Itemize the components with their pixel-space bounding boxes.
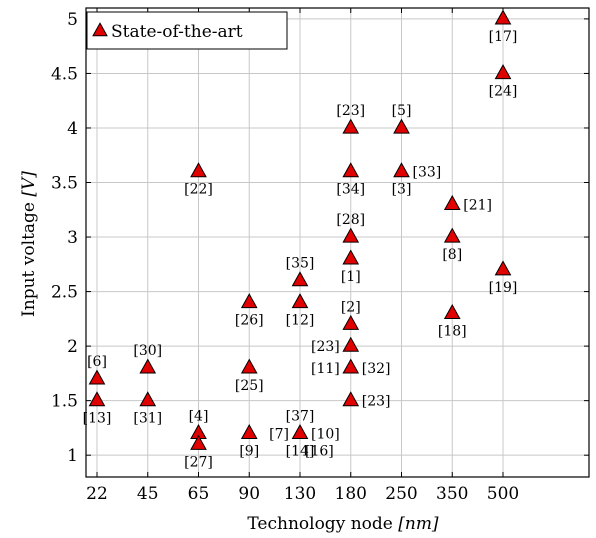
reference-label: [17] (489, 29, 518, 45)
data-point (291, 423, 309, 440)
x-tick-labels: 22 45 65 90 130 180 250 350 500 (86, 484, 519, 504)
reference-label: [21] (463, 197, 492, 213)
legend-label: State-of-the-art (111, 22, 243, 42)
data-point (190, 434, 207, 450)
reference-label: [11] (311, 361, 340, 377)
reference-label: [23] (311, 339, 340, 355)
reference-label: [3] (392, 182, 412, 198)
data-point (494, 9, 512, 25)
grid (86, 8, 589, 477)
data-point (393, 162, 410, 178)
reference-label: [31] (133, 411, 162, 427)
reference-label: [1] (341, 269, 361, 285)
reference-label: [35] (286, 256, 315, 272)
x-tick-label: 90 (238, 484, 260, 504)
reference-label: [28] (336, 212, 365, 228)
y-tick-label: 5 (67, 10, 78, 30)
reference-label: [10] (311, 426, 340, 442)
data-point (342, 227, 360, 243)
reference-labels: [6] [13] [30] [31] [22] [4] [27] [26] [25] [9] [35… (83, 29, 518, 470)
y-tick-label: 3 (67, 228, 78, 248)
x-axis-title: Technology node [nm] (247, 514, 439, 534)
y-tick-label: 4.5 (51, 64, 78, 84)
reference-label: [2] (341, 299, 361, 315)
axis-ticks (86, 8, 589, 477)
x-tick-label: 130 (284, 484, 316, 504)
data-point (139, 358, 157, 374)
plot-frame (85, 7, 590, 478)
reference-label: [25] (235, 378, 264, 394)
reference-label: [22] (184, 182, 213, 198)
data-point (240, 293, 258, 309)
legend-marker-icon (92, 22, 108, 37)
x-tick-label: 65 (188, 484, 210, 504)
data-point (139, 391, 157, 407)
data-point (291, 271, 309, 287)
x-tick-label: 500 (487, 484, 519, 504)
y-tick-label: 1.5 (51, 392, 78, 412)
reference-label: [7] (269, 426, 289, 442)
y-tick-label: 3.5 (51, 174, 78, 194)
reference-label: [13] (83, 411, 112, 427)
x-tick-label: 45 (137, 484, 159, 504)
reference-label: [16] (305, 443, 334, 459)
data-point (443, 227, 461, 243)
legend: State-of-the-art (86, 11, 288, 50)
reference-label: [23] (336, 103, 365, 119)
reference-label: [37] (286, 408, 315, 424)
data-point (190, 162, 207, 178)
data-markers (88, 9, 512, 450)
data-point (240, 358, 258, 374)
reference-label: [8] (442, 247, 462, 263)
legend-box (86, 11, 288, 50)
y-tick-labels: 1 1.5 2 2.5 3 3.5 4 4.5 5 (51, 10, 78, 466)
reference-label: [26] (235, 312, 264, 328)
reference-label: [6] (87, 354, 107, 370)
data-point (342, 314, 360, 330)
y-tick-label: 4 (67, 119, 78, 139)
data-point (443, 194, 461, 210)
data-point (342, 249, 360, 265)
data-point (494, 64, 512, 80)
data-point (240, 423, 258, 440)
reference-label: [23] (362, 394, 391, 410)
y-tick-label: 2 (67, 337, 78, 357)
reference-label: [5] (392, 103, 412, 119)
reference-label: [12] (286, 312, 315, 328)
data-point (393, 118, 410, 134)
reference-label: [24] (489, 83, 518, 99)
reference-label: [32] (362, 361, 391, 377)
data-point (443, 303, 461, 320)
data-point (291, 293, 309, 309)
data-point (342, 336, 360, 352)
reference-label: [34] (336, 182, 365, 198)
data-point (88, 369, 106, 385)
y-tick-label: 1 (67, 446, 78, 466)
data-point (494, 260, 512, 276)
x-tick-label: 350 (436, 484, 468, 504)
reference-label: [27] (184, 454, 213, 470)
data-point (342, 162, 360, 178)
x-tick-label: 22 (86, 484, 108, 504)
reference-label: [30] (133, 343, 162, 359)
data-point (342, 358, 360, 374)
reference-label: [4] (189, 408, 209, 424)
data-point (342, 391, 360, 407)
data-point (342, 118, 360, 134)
reference-label: [14] (286, 443, 315, 459)
reference-label: [33] (413, 165, 442, 181)
reference-label: [19] (489, 280, 518, 296)
data-point (88, 391, 106, 407)
x-tick-label: 250 (385, 484, 417, 504)
reference-label: [18] (438, 323, 467, 339)
y-axis-title: Input voltage [V] (19, 171, 39, 317)
y-tick-label: 2.5 (51, 283, 78, 303)
x-tick-label: 180 (335, 484, 367, 504)
reference-label: [9] (239, 443, 259, 459)
